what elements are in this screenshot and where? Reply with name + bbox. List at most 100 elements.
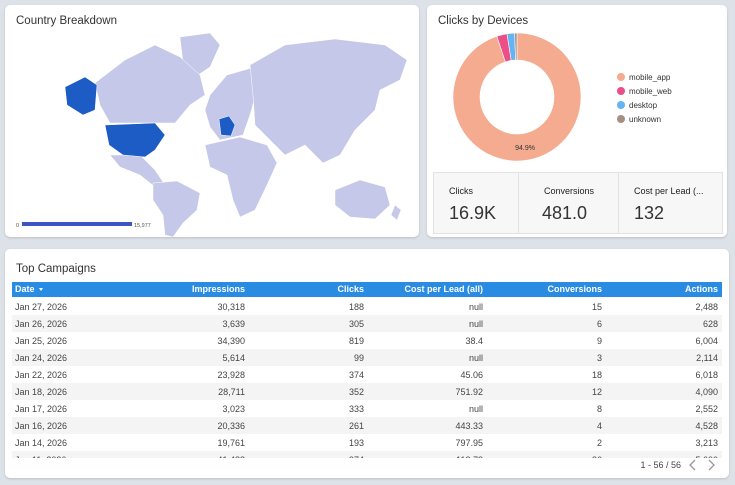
scorecard-label: Cost per Lead (... xyxy=(634,186,704,196)
table-cell: 41,488 xyxy=(217,455,245,458)
table-cell: Jan 26, 2026 xyxy=(15,319,68,329)
table-cell: 352 xyxy=(348,387,364,397)
table-cell: 4,528 xyxy=(695,421,718,431)
table-cell: 5,614 xyxy=(222,353,245,363)
scorecard-label: Clicks xyxy=(449,186,473,196)
prev-page[interactable] xyxy=(689,459,696,471)
next-page[interactable] xyxy=(708,459,715,471)
table-cell: 6 xyxy=(596,319,602,329)
table-cell: 19,761 xyxy=(217,438,245,448)
table-cell: 113.73 xyxy=(456,455,483,458)
map-card: Country Breakdown 0 15,977 xyxy=(5,5,419,237)
table-cell: 45.06 xyxy=(460,370,483,380)
donut-slice xyxy=(452,32,582,162)
table-cell: Jan 14, 2026 xyxy=(15,438,68,448)
table-cell: Jan 27, 2026 xyxy=(15,302,68,312)
table-row: Jan 22, 2026 23,928 374 45.06 18 6,018 xyxy=(12,366,722,383)
table-cell: null xyxy=(468,302,483,312)
table-cell: 2,114 xyxy=(696,353,718,363)
table-cell: null xyxy=(468,319,483,329)
column-header: Date xyxy=(15,284,43,294)
scorecard: Clicks 16.9K xyxy=(434,173,519,233)
donut-slice xyxy=(514,32,518,61)
legend-swatch xyxy=(617,87,625,95)
table-cell: 28,711 xyxy=(218,387,245,397)
table-cell: null xyxy=(468,404,483,414)
table-cell: Jan 22, 2026 xyxy=(15,370,68,380)
column-header: Impressions xyxy=(191,284,245,294)
table-cell: 2,488 xyxy=(695,302,718,312)
table-cell: 5,600 xyxy=(695,455,718,458)
table-cell: 3,639 xyxy=(222,319,245,329)
column-header: Actions xyxy=(684,284,718,294)
table-row: Jan 14, 2026 19,761 193 797.95 2 3,213 xyxy=(12,434,722,451)
table-cell: 261 xyxy=(348,421,364,431)
table-card: Top Campaigns Date Impressions Clicks Cost … xyxy=(5,249,729,478)
scorecard: Conversions 481.0 xyxy=(519,173,619,233)
table-cell: 23,928 xyxy=(217,370,245,380)
table-cell: 188 xyxy=(348,302,364,312)
table-cell: 628 xyxy=(702,319,718,329)
table-cell: 3,213 xyxy=(695,438,718,448)
devices-card: Clicks by Devices 94.9% mobile_app mobile_… xyxy=(427,5,727,237)
table-cell: 6,018 xyxy=(695,370,718,380)
map-title: Country Breakdown xyxy=(16,15,117,27)
table-cell: 20,336 xyxy=(217,421,245,431)
column-header: Cost per Lead (all) xyxy=(404,284,483,294)
table-cell: Jan 16, 2026 xyxy=(15,421,68,431)
scale-max: 15,977 xyxy=(134,223,151,229)
legend-label: mobile_app xyxy=(629,73,671,82)
table-row: Jan 25, 2026 34,390 819 38.4 9 6,004 xyxy=(12,332,722,349)
scorecard-value: 132 xyxy=(634,203,665,223)
table-cell: 193 xyxy=(348,438,364,448)
table-cell: 3,023 xyxy=(222,404,245,414)
scale-bar xyxy=(22,222,132,226)
scorecards: Clicks 16.9K Conversions 481.0 Cost per Le… xyxy=(433,172,723,234)
table-cell: 819 xyxy=(348,336,364,346)
table-row: Jan 24, 2026 5,614 99 null 3 2,114 xyxy=(12,349,722,366)
devices-title: Clicks by Devices xyxy=(438,15,529,27)
table-cell: 305 xyxy=(348,319,364,329)
table-cell: Jan 24, 2026 xyxy=(15,353,68,363)
table-cell: 443.33 xyxy=(455,421,483,431)
table-row: Jan 27, 2026 30,318 188 null 15 2,488 xyxy=(12,298,722,315)
slice-label: 94.9% xyxy=(515,145,535,152)
table-cell: 9 xyxy=(596,336,602,346)
table-cell: 99 xyxy=(353,353,364,363)
scorecard-value: 16.9K xyxy=(449,203,497,223)
pagination: 1 - 56 / 56 xyxy=(640,460,681,470)
table-cell: 333 xyxy=(348,404,364,414)
world-map: 0 15,977 xyxy=(16,32,408,237)
scorecard-value: 481.0 xyxy=(542,203,588,223)
table-row: Jan 26, 2026 3,639 305 null 6 628 xyxy=(12,315,722,332)
table-cell: 30,318 xyxy=(217,302,245,312)
column-header: Clicks xyxy=(337,284,364,294)
table-cell: 974 xyxy=(349,455,364,458)
table-cell: 36 xyxy=(592,455,602,458)
table-cell: 4 xyxy=(596,421,602,431)
scorecard-label: Conversions xyxy=(544,186,595,196)
legend-label: desktop xyxy=(629,101,658,110)
table-cell: 12 xyxy=(591,387,602,397)
table-cell: null xyxy=(468,353,483,363)
table-cell: Jan 25, 2026 xyxy=(15,336,68,346)
table-cell: 797.95 xyxy=(455,438,483,448)
table: Date Impressions Clicks Cost per Lead (all)… xyxy=(12,282,722,458)
pager xyxy=(689,459,715,471)
table-cell: Jan 17, 2026 xyxy=(15,404,68,414)
legend-label: unknown xyxy=(629,115,661,124)
sort-indicator xyxy=(38,288,43,292)
table-cell: 8 xyxy=(596,404,602,414)
table-cell: 2 xyxy=(596,438,602,448)
table-cell: 374 xyxy=(348,370,364,380)
table-row: Jan 11, 2026 41,488 974 113.73 36 5,600 xyxy=(12,451,722,458)
table-cell: Jan 18, 2026 xyxy=(15,387,68,397)
legend-swatch xyxy=(617,73,625,81)
table-row: Jan 17, 2026 3,023 333 null 8 2,552 xyxy=(12,400,722,417)
table-cell: 3 xyxy=(596,353,602,363)
scale-min: 0 xyxy=(16,223,19,229)
table-cell: 18 xyxy=(591,370,602,380)
table-cell: 2,552 xyxy=(695,404,718,414)
table-cell: 6,004 xyxy=(695,336,718,346)
